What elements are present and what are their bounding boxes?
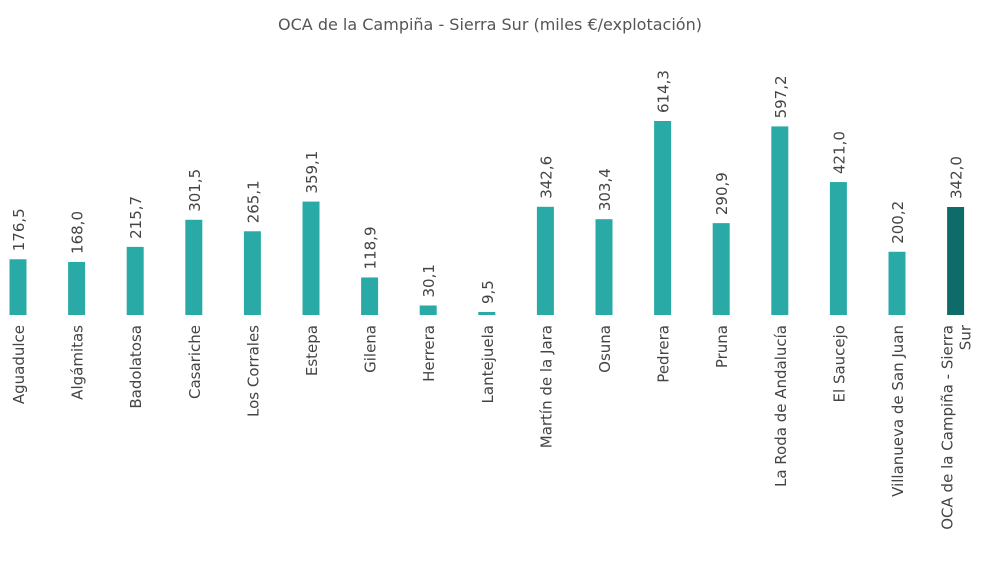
bar	[654, 121, 672, 315]
bar	[68, 261, 86, 315]
x-tick-label: Lantejuela	[479, 325, 497, 403]
value-label: 597,2	[772, 75, 790, 118]
value-label: 290,9	[713, 172, 731, 215]
bar	[829, 182, 847, 315]
value-label: 215,7	[127, 196, 145, 239]
bar	[478, 311, 496, 315]
x-tick-label: Herrera	[420, 325, 438, 382]
x-tick-label: Aguadulce	[10, 325, 28, 404]
value-label: 359,1	[303, 151, 321, 194]
bar	[243, 231, 261, 315]
x-tick-label: Los Corrales	[244, 325, 262, 417]
value-label: 30,1	[420, 264, 438, 297]
x-tick-label: Badolatosa	[127, 325, 145, 409]
value-label: 265,1	[244, 180, 262, 223]
x-tick-label: La Roda de Andalucía	[772, 325, 790, 487]
value-label: 118,9	[362, 226, 380, 269]
x-tick-label: Estepa	[303, 325, 321, 376]
x-tick-label: Pedrera	[655, 325, 673, 383]
x-tick-label: Casariche	[186, 325, 204, 399]
value-label: 342,6	[537, 156, 555, 199]
x-tick-label: El Saucejo	[830, 325, 848, 402]
bar	[888, 251, 906, 315]
bar	[712, 223, 730, 315]
bar	[361, 277, 379, 315]
x-tick-label: Martín de la Jara	[537, 325, 555, 448]
value-label: 9,5	[479, 280, 497, 304]
chart-title: OCA de la Campiña - Sierra Sur (miles €/…	[278, 15, 702, 34]
value-label: 301,5	[186, 169, 204, 212]
bar	[419, 305, 437, 315]
bar	[947, 206, 965, 315]
x-tick-label: Pruna	[713, 325, 731, 368]
value-label: 200,2	[889, 201, 907, 244]
bar	[536, 206, 554, 315]
value-label: 421,0	[830, 131, 848, 174]
bar	[9, 259, 27, 315]
bar	[185, 219, 203, 315]
x-tick-label: Algámitas	[69, 325, 87, 400]
x-tick-label: Villanueva de San Juan	[889, 325, 907, 497]
x-tick-label: OCA de la Campiña - SierraSur	[939, 324, 975, 530]
value-label: 168,0	[69, 211, 87, 254]
bar	[126, 246, 144, 315]
bar	[595, 219, 613, 315]
value-label: 176,5	[10, 208, 28, 251]
value-label: 342,0	[948, 156, 966, 199]
value-label: 303,4	[596, 168, 614, 211]
x-tick-label: Gilena	[362, 325, 380, 373]
x-tick-label: Osuna	[596, 325, 614, 373]
bar	[771, 126, 789, 315]
bar	[302, 201, 320, 315]
value-label: 614,3	[655, 70, 673, 113]
